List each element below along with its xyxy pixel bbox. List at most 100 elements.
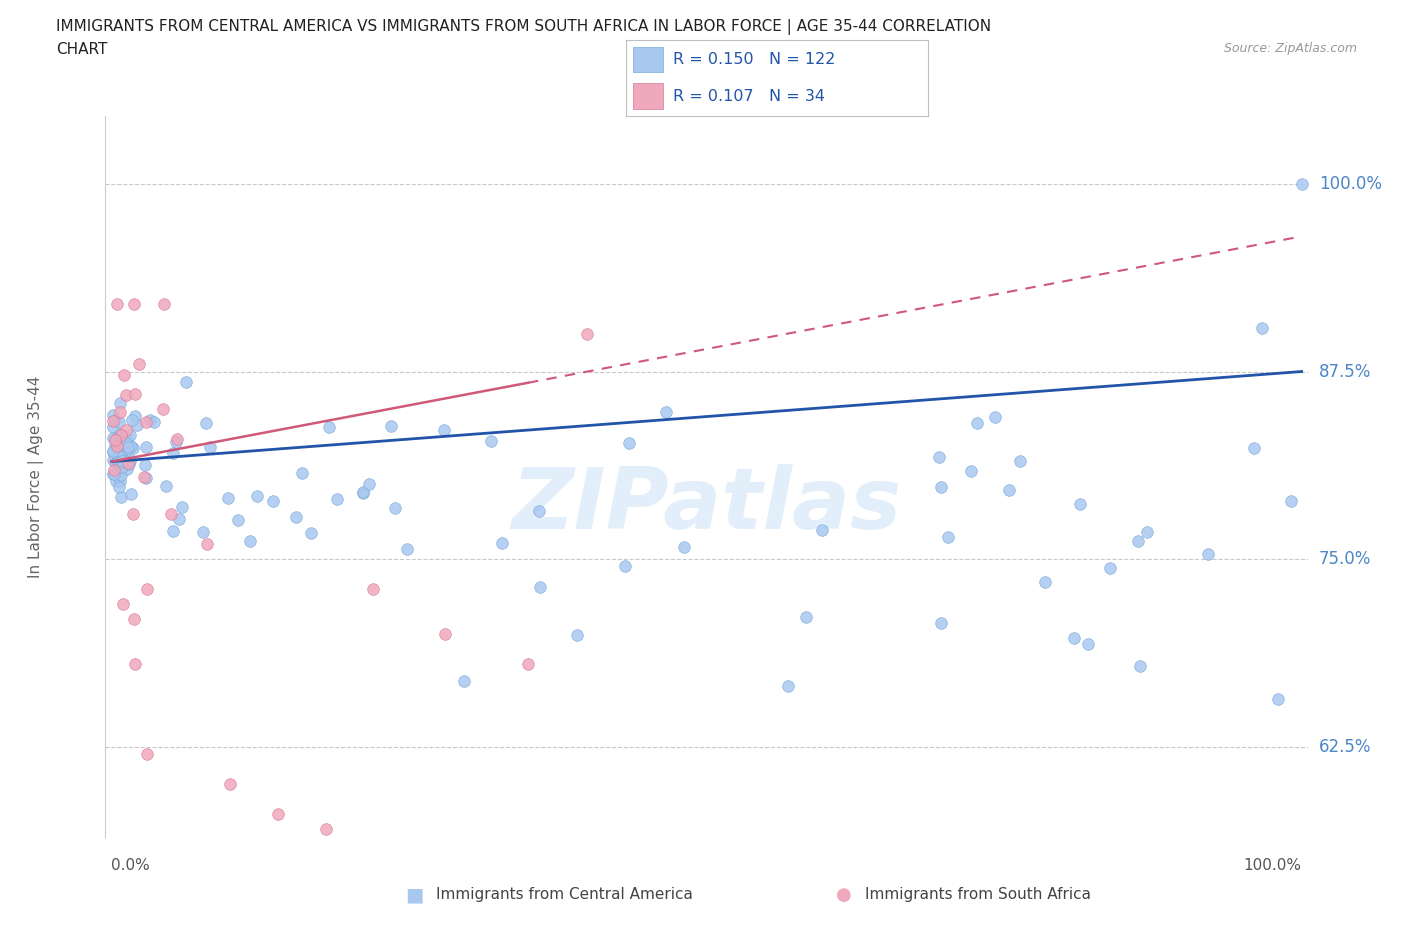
- Point: [104, 413, 127, 428]
- Point: [118, 457, 141, 472]
- Point: [115, 462, 138, 477]
- Point: [124, 657, 146, 671]
- Point: [114, 422, 136, 437]
- Point: [162, 445, 184, 460]
- Point: [529, 579, 551, 594]
- Point: [219, 777, 242, 791]
- Point: [108, 438, 131, 453]
- Point: [165, 434, 187, 449]
- Point: [239, 534, 262, 549]
- Point: [134, 458, 156, 472]
- Point: [136, 582, 159, 597]
- Point: [124, 387, 146, 402]
- Point: [352, 485, 374, 500]
- Point: [929, 616, 952, 631]
- Text: 62.5%: 62.5%: [1319, 737, 1371, 756]
- Point: [246, 489, 269, 504]
- Point: [108, 396, 131, 411]
- Point: [107, 454, 129, 469]
- Point: [124, 408, 146, 423]
- Point: [998, 482, 1021, 497]
- Point: [107, 451, 129, 466]
- Text: IMMIGRANTS FROM CENTRAL AMERICA VS IMMIGRANTS FROM SOUTH AFRICA IN LABOR FORCE |: IMMIGRANTS FROM CENTRAL AMERICA VS IMMIG…: [56, 19, 991, 34]
- Point: [284, 510, 307, 525]
- Point: [1063, 631, 1085, 645]
- Point: [352, 485, 374, 499]
- Point: [155, 479, 177, 494]
- Point: [169, 512, 191, 526]
- Point: [195, 416, 218, 431]
- Point: [101, 443, 124, 458]
- Point: [315, 822, 337, 837]
- Point: [174, 375, 197, 390]
- Point: [111, 453, 134, 468]
- Point: [776, 679, 799, 694]
- Point: [1281, 494, 1303, 509]
- Point: [127, 418, 149, 432]
- Text: 100.0%: 100.0%: [1244, 858, 1302, 873]
- Point: [104, 432, 127, 447]
- Point: [654, 405, 676, 419]
- Point: [384, 500, 406, 515]
- Point: [122, 612, 145, 627]
- Text: Immigrants from Central America: Immigrants from Central America: [436, 887, 693, 902]
- Point: [1267, 692, 1289, 707]
- Point: [101, 408, 124, 423]
- Point: [135, 439, 157, 454]
- Point: [191, 525, 214, 539]
- Point: [1033, 574, 1056, 589]
- Point: [117, 456, 139, 471]
- Point: [326, 492, 349, 507]
- Point: [491, 536, 513, 551]
- Text: CHART: CHART: [56, 42, 108, 57]
- Text: In Labor Force | Age 35-44: In Labor Force | Age 35-44: [28, 376, 44, 578]
- Bar: [633, 84, 664, 109]
- Point: [966, 416, 988, 431]
- Point: [112, 597, 135, 612]
- Point: [122, 297, 145, 312]
- Point: [103, 463, 125, 478]
- Point: [301, 525, 323, 540]
- Text: ●: ●: [835, 885, 852, 904]
- Point: [135, 471, 157, 485]
- Point: [101, 445, 124, 459]
- Point: [107, 448, 129, 463]
- Text: 87.5%: 87.5%: [1319, 363, 1371, 380]
- Point: [433, 422, 456, 437]
- Point: [110, 405, 132, 419]
- Point: [453, 673, 475, 688]
- Point: [111, 451, 134, 466]
- Bar: [633, 46, 664, 72]
- Point: [122, 441, 145, 456]
- Point: [115, 432, 138, 446]
- Point: [118, 427, 141, 442]
- Point: [153, 297, 176, 312]
- Point: [120, 438, 142, 453]
- Text: ZIPatlas: ZIPatlas: [512, 464, 901, 547]
- Point: [105, 439, 128, 454]
- Text: Immigrants from South Africa: Immigrants from South Africa: [865, 887, 1091, 902]
- Point: [433, 627, 456, 642]
- Point: [267, 807, 290, 822]
- Point: [166, 432, 188, 446]
- Point: [132, 470, 155, 485]
- Point: [617, 435, 640, 450]
- Point: [1069, 497, 1091, 512]
- Point: [1136, 525, 1159, 539]
- Point: [396, 541, 419, 556]
- Point: [1010, 453, 1032, 468]
- Text: 0.0%: 0.0%: [111, 858, 150, 873]
- Point: [262, 493, 284, 508]
- Point: [217, 491, 239, 506]
- Point: [527, 503, 550, 518]
- Point: [1243, 441, 1265, 456]
- Point: [112, 367, 135, 382]
- Point: [565, 628, 588, 643]
- Text: 100.0%: 100.0%: [1319, 175, 1382, 193]
- Point: [112, 434, 135, 449]
- Point: [111, 459, 134, 474]
- Point: [810, 523, 832, 538]
- Point: [160, 507, 183, 522]
- Text: 75.0%: 75.0%: [1319, 551, 1371, 568]
- Point: [1099, 560, 1122, 575]
